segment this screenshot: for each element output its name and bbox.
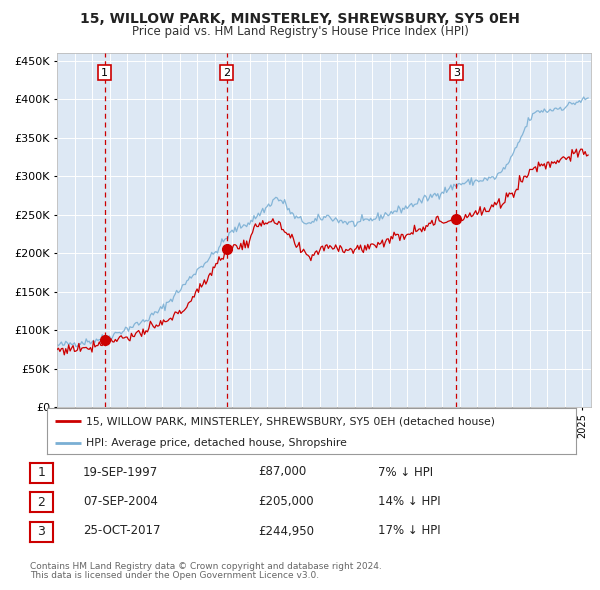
Text: £244,950: £244,950 — [258, 525, 314, 537]
Text: 3: 3 — [453, 68, 460, 77]
Text: 1: 1 — [37, 466, 46, 479]
Text: 19-SEP-1997: 19-SEP-1997 — [83, 466, 158, 478]
Text: 14% ↓ HPI: 14% ↓ HPI — [378, 495, 440, 508]
Text: 15, WILLOW PARK, MINSTERLEY, SHREWSBURY, SY5 0EH: 15, WILLOW PARK, MINSTERLEY, SHREWSBURY,… — [80, 12, 520, 26]
Text: £205,000: £205,000 — [258, 495, 314, 508]
Text: 17% ↓ HPI: 17% ↓ HPI — [378, 525, 440, 537]
Text: Price paid vs. HM Land Registry's House Price Index (HPI): Price paid vs. HM Land Registry's House … — [131, 25, 469, 38]
Text: 2: 2 — [37, 496, 46, 509]
Text: 07-SEP-2004: 07-SEP-2004 — [83, 495, 158, 508]
Text: 2: 2 — [223, 68, 230, 77]
Text: 25-OCT-2017: 25-OCT-2017 — [83, 525, 160, 537]
Text: 3: 3 — [37, 525, 46, 538]
Text: This data is licensed under the Open Government Licence v3.0.: This data is licensed under the Open Gov… — [30, 571, 319, 581]
Text: 15, WILLOW PARK, MINSTERLEY, SHREWSBURY, SY5 0EH (detached house): 15, WILLOW PARK, MINSTERLEY, SHREWSBURY,… — [86, 416, 496, 426]
Text: HPI: Average price, detached house, Shropshire: HPI: Average price, detached house, Shro… — [86, 438, 347, 448]
Text: 7% ↓ HPI: 7% ↓ HPI — [378, 466, 433, 478]
Text: 1: 1 — [101, 68, 108, 77]
Text: £87,000: £87,000 — [258, 466, 306, 478]
Text: Contains HM Land Registry data © Crown copyright and database right 2024.: Contains HM Land Registry data © Crown c… — [30, 562, 382, 571]
